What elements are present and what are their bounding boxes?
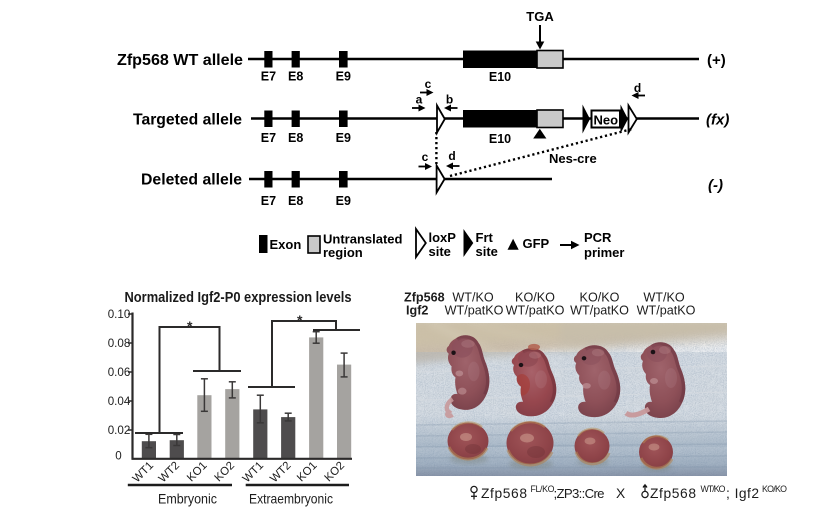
- svg-text:Zfp568: Zfp568: [404, 291, 445, 305]
- svg-text:Frt: Frt: [476, 230, 494, 245]
- svg-text:0.10: 0.10: [108, 308, 131, 321]
- svg-text:Extraembryonic: Extraembryonic: [249, 492, 333, 507]
- svg-text:WT/KO: WT/KO: [643, 291, 684, 305]
- svg-text:WT/patKO: WT/patKO: [445, 304, 504, 318]
- svg-text:(-): (-): [708, 177, 723, 194]
- svg-text:loxP: loxP: [429, 230, 457, 245]
- svg-text:a: a: [416, 93, 423, 107]
- svg-text:WT1: WT1: [241, 460, 266, 485]
- svg-text:E9: E9: [336, 131, 351, 145]
- svg-text:E9: E9: [336, 194, 351, 208]
- svg-text:WT/patKO: WT/patKO: [570, 304, 629, 318]
- svg-text:0.02: 0.02: [108, 424, 131, 437]
- svg-text:E8: E8: [288, 194, 303, 208]
- svg-text:; Igf2: ; Igf2: [726, 486, 759, 501]
- svg-text:E10: E10: [489, 132, 511, 146]
- svg-text:Embryonic: Embryonic: [158, 492, 217, 507]
- svg-text:Untranslated: Untranslated: [323, 232, 403, 247]
- svg-text:c: c: [422, 150, 429, 164]
- svg-text:0.06: 0.06: [108, 366, 131, 379]
- svg-text:E9: E9: [336, 70, 351, 84]
- svg-text:*: *: [187, 318, 193, 334]
- svg-text:KO2: KO2: [323, 460, 348, 485]
- svg-text:site: site: [476, 244, 498, 259]
- svg-text:primer: primer: [584, 245, 624, 260]
- svg-text:KO2: KO2: [213, 460, 238, 485]
- svg-text:KO/KO: KO/KO: [580, 291, 620, 305]
- svg-text:d: d: [448, 149, 455, 163]
- svg-text:TGA: TGA: [526, 9, 554, 24]
- svg-text:region: region: [323, 245, 363, 260]
- svg-text:PCR: PCR: [584, 230, 612, 245]
- svg-text:Zfp568 WT allele: Zfp568 WT allele: [117, 52, 243, 69]
- svg-text:KO1: KO1: [185, 460, 210, 485]
- svg-text:0.04: 0.04: [108, 395, 131, 408]
- svg-text:X: X: [616, 486, 625, 501]
- svg-text:Targeted allele: Targeted allele: [133, 112, 242, 129]
- svg-text:WT/KO: WT/KO: [701, 484, 726, 494]
- svg-text:site: site: [429, 244, 451, 259]
- svg-text:WT2: WT2: [268, 460, 293, 485]
- svg-text:b: b: [446, 93, 453, 107]
- svg-text:(fx): (fx): [706, 112, 729, 129]
- svg-text:Nes-cre: Nes-cre: [549, 151, 597, 166]
- svg-text:c: c: [425, 77, 432, 91]
- svg-text:Exon: Exon: [270, 237, 302, 252]
- svg-text:WT/KO: WT/KO: [452, 291, 493, 305]
- svg-text:(+): (+): [707, 52, 726, 69]
- svg-text:Igf2: Igf2: [406, 304, 428, 318]
- svg-text:E8: E8: [288, 70, 303, 84]
- svg-text:Deleted allele: Deleted allele: [141, 172, 242, 189]
- svg-text:GFP: GFP: [523, 236, 550, 251]
- svg-text:Zfp568: Zfp568: [481, 486, 527, 501]
- svg-text:0: 0: [115, 450, 121, 463]
- svg-text:E10: E10: [489, 70, 511, 84]
- svg-text:E7: E7: [261, 70, 276, 84]
- svg-text:WT/patKO: WT/patKO: [506, 304, 565, 318]
- svg-text:WT/patKO: WT/patKO: [637, 304, 696, 318]
- svg-text:0.08: 0.08: [108, 337, 131, 350]
- svg-text:E8: E8: [288, 131, 303, 145]
- svg-text:Normalized Igf2-P0 expression: Normalized Igf2-P0 expression levels: [125, 290, 352, 306]
- svg-text:d: d: [634, 81, 641, 95]
- svg-text:FL/KO: FL/KO: [531, 484, 555, 494]
- svg-text:*: *: [297, 312, 303, 328]
- svg-text:E7: E7: [261, 194, 276, 208]
- svg-text:Neo: Neo: [594, 113, 619, 128]
- svg-text:WT2: WT2: [157, 460, 182, 485]
- svg-text:WT1: WT1: [131, 460, 156, 485]
- svg-text:;ZP3::Cre: ;ZP3::Cre: [554, 486, 605, 501]
- svg-text:Zfp568: Zfp568: [650, 486, 696, 501]
- svg-text:KO/KO: KO/KO: [762, 484, 787, 494]
- svg-text:KO1: KO1: [295, 460, 320, 485]
- svg-text:KO/KO: KO/KO: [515, 291, 555, 305]
- svg-text:E7: E7: [261, 131, 276, 145]
